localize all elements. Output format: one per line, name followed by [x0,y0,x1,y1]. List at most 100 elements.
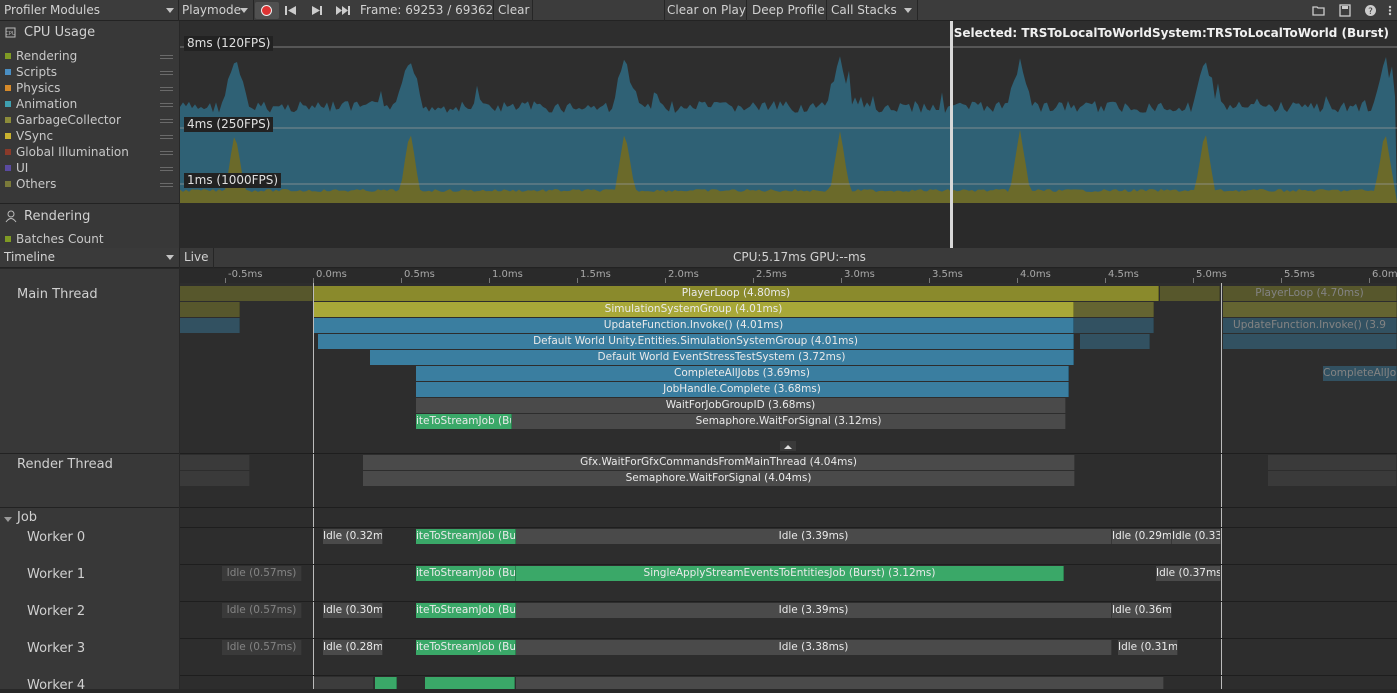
sample-apply-stream-events-job[interactable]: SingleApplyStreamEventsToEntitiesJob (Bu… [516,566,1064,581]
load-button[interactable] [1312,4,1326,17]
thread-worker-2[interactable]: Worker 2 [27,604,86,619]
sample-write-to-stream-job[interactable]: iteToStreamJob (Burst) [416,603,516,618]
drag-handle-icon[interactable] [160,183,173,184]
sample-idle[interactable]: Idle (0.31ms) [1118,640,1178,655]
profiler-sample[interactable] [180,286,313,301]
chevron-down-icon[interactable] [4,513,13,527]
view-mode-dropdown[interactable]: Timeline [4,250,56,264]
sample-playerloop[interactable]: PlayerLoop (4.80ms) [314,286,1159,301]
legend-animation[interactable]: Animation [0,96,179,112]
sample-idle[interactable]: Idle (3.39ms) [516,529,1112,544]
sample-next-update-function[interactable]: UpdateFunction.Invoke() (3.9 [1223,318,1397,333]
profiler-sample[interactable] [425,677,515,689]
profiler-sample[interactable] [1268,471,1397,486]
legend-scripts[interactable]: Scripts [0,64,179,80]
record-button[interactable] [255,2,279,19]
thread-group-job[interactable]: Job [17,510,38,525]
sample-event-stress-test-system[interactable]: Default World EventStressTestSystem (3.7… [370,350,1074,365]
sample-write-to-stream-job[interactable]: iteToStreamJob (Burst) [416,414,512,429]
sample-write-to-stream-job[interactable]: iteToStreamJob (Burst) [416,566,516,581]
sample-idle[interactable]: Idle (0.57ms) [222,566,302,581]
rendering-graph[interactable] [180,203,1397,248]
legend-physics[interactable]: Physics [0,80,179,96]
help-button[interactable]: ? [1364,4,1377,17]
sample-idle[interactable]: Idle (0.32ms) [323,529,383,544]
profiler-sample[interactable] [1074,318,1154,333]
collapse-thread-button[interactable] [780,441,796,451]
sample-idle[interactable]: Idle (0.36ms) [1112,603,1172,618]
sample-idle[interactable]: Idle (0.33ms) [1172,529,1221,544]
drag-handle-icon[interactable] [160,55,173,56]
sample-update-function[interactable]: UpdateFunction.Invoke() (4.01ms) [314,318,1074,333]
thread-main[interactable]: Main Thread [17,287,98,302]
sample-idle[interactable]: Idle (0.28ms) [323,640,383,655]
thread-worker-4[interactable]: Worker 4 [27,678,86,693]
drag-handle-icon[interactable] [160,167,173,168]
thread-worker-0[interactable]: Worker 0 [27,530,86,545]
drag-handle-icon[interactable] [160,119,173,120]
legend-vsync[interactable]: VSync [0,128,179,144]
profiler-sample[interactable] [180,302,240,317]
deep-profile-toggle[interactable]: Deep Profile [752,3,825,17]
profiler-sample[interactable] [375,677,397,689]
profiler-sample[interactable] [180,318,240,333]
sample-default-world-simulation[interactable]: Default World Unity.Entities.SimulationS… [318,334,1074,349]
drag-handle-icon[interactable] [160,71,173,72]
legend-others[interactable]: Others [0,176,179,192]
sample-next-playerloop[interactable]: PlayerLoop (4.70ms) [1223,286,1397,301]
sample-idle[interactable]: Idle (3.39ms) [516,603,1112,618]
sample-idle[interactable]: Idle (0.57ms) [222,640,302,655]
clear-on-play-toggle[interactable]: Clear on Play [667,3,746,17]
more-options-button[interactable] [1386,4,1394,17]
call-stacks-toggle[interactable]: Call Stacks [831,3,897,17]
legend-rendering[interactable]: Rendering [0,48,179,64]
profiler-sample[interactable] [1268,455,1397,470]
drag-handle-icon[interactable] [160,103,173,104]
drag-handle-icon[interactable] [160,87,173,88]
cpu-usage-module[interactable]: CPU CPU Usage Rendering Scripts Physics Ani… [0,21,179,203]
sample-render-semaphore-wait[interactable]: Semaphore.WaitForSignal (4.04ms) [363,471,1075,486]
sample-write-to-stream-job[interactable]: iteToStreamJob (Burst) [416,640,516,655]
rendering-module[interactable]: Rendering Batches Count [0,204,179,248]
playmode-dropdown[interactable]: Playmode [182,3,242,17]
sample-complete-all-jobs[interactable]: CompleteAllJobs (3.69ms) [416,366,1069,381]
clear-button[interactable]: Clear [498,3,530,17]
profiler-sample[interactable] [516,677,1164,689]
drag-handle-icon[interactable] [160,135,173,136]
sample-idle[interactable]: Idle (0.30ms) [323,603,383,618]
profiler-sample[interactable] [1074,302,1154,317]
legend-garbagecollector[interactable]: GarbageCollector [0,112,179,128]
save-button[interactable] [1338,4,1352,17]
sample-semaphore-wait[interactable]: Semaphore.WaitForSignal (3.12ms) [512,414,1066,429]
legend-global-illumination[interactable]: Global Illumination [0,144,179,160]
sample-write-to-stream-job[interactable]: iteToStreamJob (Burst) [416,529,516,544]
sample-wait-for-job-group[interactable]: WaitForJobGroupID (3.68ms) [416,398,1066,413]
live-toggle[interactable]: Live [184,250,209,264]
next-frame-button[interactable] [310,4,324,17]
profiler-modules-dropdown[interactable]: Profiler Modules [4,3,100,17]
sample-simulation-system-group[interactable]: SimulationSystemGroup (4.01ms) [314,302,1074,317]
sample-idle[interactable]: Idle (3.38ms) [516,640,1112,655]
sample-next-complete-all-jobs[interactable]: CompleteAllJobs (3.5 [1323,366,1397,381]
profiler-sample[interactable] [1080,334,1150,349]
legend-batches-count[interactable]: Batches Count [0,231,179,247]
profiler-sample[interactable] [314,677,374,689]
thread-worker-1[interactable]: Worker 1 [27,567,86,582]
thread-render[interactable]: Render Thread [17,457,113,472]
thread-worker-3[interactable]: Worker 3 [27,641,86,656]
timeline-view[interactable]: PlayerLoop (4.80ms) SimulationSystemGroup… [180,269,1397,689]
sample-gfx-wait[interactable]: Gfx.WaitForGfxCommandsFromMainThread (4.… [363,455,1075,470]
profiler-sample[interactable] [1223,302,1397,317]
profiler-sample[interactable] [180,471,250,486]
sample-jobhandle-complete[interactable]: JobHandle.Complete (3.68ms) [416,382,1069,397]
legend-ui[interactable]: UI [0,160,179,176]
sample-idle[interactable]: Idle (0.29ms) [1112,529,1172,544]
profiler-sample[interactable] [180,455,250,470]
profiler-sample[interactable] [1223,334,1397,349]
last-frame-button[interactable] [335,4,352,17]
drag-handle-icon[interactable] [160,151,173,152]
cpu-usage-graph[interactable]: 8ms (120FPS) 4ms (250FPS) 1ms (1000FPS) … [180,21,1397,203]
first-frame-button[interactable] [284,4,298,17]
frame-cursor[interactable] [950,21,953,203]
profiler-sample[interactable] [1160,286,1220,301]
